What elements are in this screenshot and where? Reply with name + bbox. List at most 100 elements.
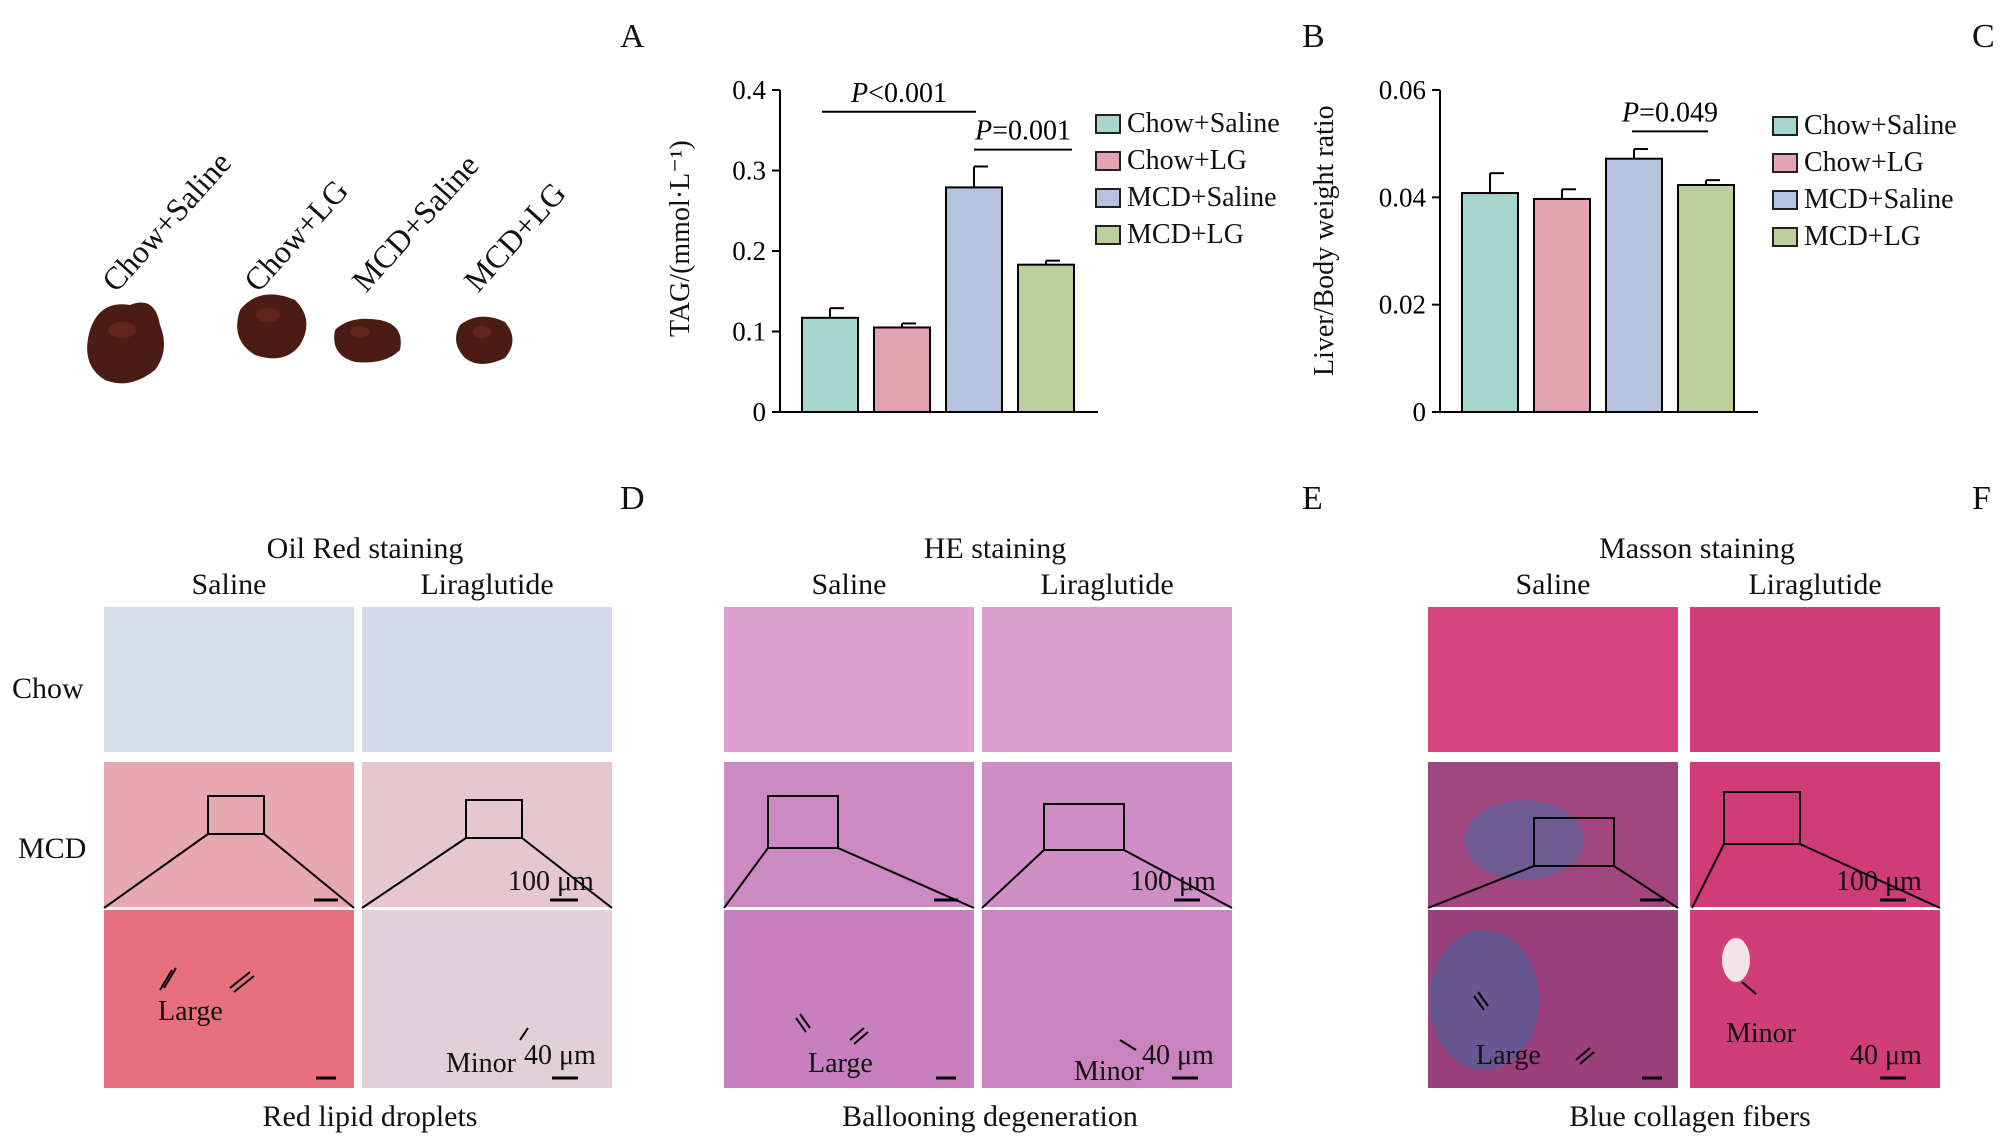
legend-swatch bbox=[1095, 188, 1121, 208]
liver-mcd-lg bbox=[456, 316, 513, 364]
scale-label-40: 40 μm bbox=[1142, 1040, 1214, 1071]
y-tick-label: 0.4 bbox=[732, 80, 766, 105]
he-chow-liraglutide bbox=[982, 607, 1232, 752]
arrow-icon bbox=[849, 1027, 869, 1045]
he-overlays bbox=[723, 795, 1233, 1080]
bar-Chow+Saline bbox=[801, 316, 859, 413]
oilred-zoom-liraglutide bbox=[362, 910, 612, 1088]
histo-d-col-saline: Saline bbox=[191, 568, 267, 601]
liver-chow-lg bbox=[237, 294, 307, 359]
masson-chow-saline bbox=[1428, 607, 1678, 752]
legend-swatch bbox=[1095, 225, 1121, 245]
bar-MCD+Saline bbox=[1605, 157, 1663, 414]
scale-label-40: 40 μm bbox=[524, 1040, 596, 1071]
arrow-icon bbox=[159, 967, 177, 991]
he-mcd-liraglutide bbox=[982, 762, 1232, 907]
histo-f-title: Masson staining bbox=[1599, 532, 1795, 565]
zoom-line bbox=[521, 837, 613, 909]
arrow-icon bbox=[229, 971, 255, 993]
zoom-line bbox=[981, 849, 1045, 909]
p-value-label: P=0.001 bbox=[974, 116, 1071, 147]
liver-photos bbox=[87, 294, 513, 384]
panel-label-f: F bbox=[1972, 480, 1991, 517]
histo-e-col-liraglutide: Liraglutide bbox=[1040, 568, 1174, 601]
bar-Chow+LG bbox=[1533, 197, 1591, 414]
masson-chow-liraglutide bbox=[1690, 607, 1940, 752]
legend-c-item-0: Chow+Saline bbox=[1772, 110, 1957, 142]
arrow-icon bbox=[1741, 981, 1757, 995]
histo-e-caption: Ballooning degeneration bbox=[842, 1100, 1138, 1133]
label-minor: Minor bbox=[1726, 1018, 1796, 1049]
legend-swatch bbox=[1095, 114, 1121, 134]
he-mcd-saline bbox=[724, 762, 974, 907]
oilred-chow-saline bbox=[104, 607, 354, 752]
liver-mcd-saline bbox=[334, 318, 401, 363]
panel-label-e: E bbox=[1302, 480, 1323, 517]
bar-Chow+LG bbox=[873, 326, 931, 414]
zoom-line bbox=[1691, 843, 1725, 909]
legend-swatch bbox=[1772, 190, 1798, 210]
he-zoom-saline bbox=[724, 910, 974, 1088]
zoom-line bbox=[1613, 865, 1679, 909]
label-large: Large bbox=[808, 1048, 873, 1079]
chart-c-ylabel: Liver/Body weight ratio bbox=[1309, 105, 1340, 376]
zoom-box bbox=[1043, 803, 1125, 851]
histo-d-title: Oil Red staining bbox=[266, 532, 464, 565]
label-minor: Minor bbox=[446, 1048, 516, 1079]
bar-MCD+LG bbox=[1017, 263, 1075, 413]
zoom-box bbox=[1723, 791, 1801, 845]
scale-label-40: 40 μm bbox=[1850, 1040, 1922, 1071]
scale-label-100: 100 μm bbox=[1836, 866, 1922, 897]
arrow-icon bbox=[795, 1013, 811, 1033]
legend-b-item-3: MCD+LG bbox=[1095, 219, 1244, 251]
zoom-line bbox=[1123, 849, 1233, 909]
masson-overlays bbox=[1427, 791, 1941, 1080]
p-value-label: P<0.001 bbox=[850, 80, 947, 109]
masson-mcd-liraglutide bbox=[1690, 762, 1940, 907]
y-tick-label: 0 bbox=[1413, 397, 1427, 427]
arrow-icon bbox=[1119, 1039, 1137, 1051]
label-minor: Minor bbox=[1074, 1056, 1144, 1087]
collagen-region bbox=[1464, 800, 1584, 880]
histo-d-row-mcd: MCD bbox=[18, 832, 87, 865]
oilred-overlays bbox=[103, 795, 613, 1080]
he-chow-saline bbox=[724, 607, 974, 752]
label-large: Large bbox=[158, 996, 223, 1027]
histo-d-caption: Red lipid droplets bbox=[262, 1100, 478, 1133]
y-tick-label: 0.1 bbox=[732, 317, 766, 347]
zoom-line bbox=[263, 833, 355, 909]
histo-d-col-liraglutide: Liraglutide bbox=[420, 568, 554, 601]
p-value-label: P=0.049 bbox=[1621, 97, 1718, 128]
y-tick-label: 0.2 bbox=[732, 236, 766, 266]
histo-e-title: HE staining bbox=[923, 532, 1067, 565]
histo-f-col-liraglutide: Liraglutide bbox=[1748, 568, 1882, 601]
bar-Chow+Saline bbox=[1461, 192, 1519, 414]
arrow-icon bbox=[519, 1027, 529, 1041]
panel-label-c: C bbox=[1972, 18, 1995, 55]
histo-f-caption: Blue collagen fibers bbox=[1569, 1100, 1811, 1133]
oilred-zoom-saline bbox=[104, 910, 354, 1088]
legend-swatch bbox=[1095, 151, 1121, 171]
histo-d-row-chow: Chow bbox=[12, 672, 84, 705]
zoom-line bbox=[1799, 843, 1941, 909]
liver-chow-saline bbox=[87, 302, 164, 384]
histo-f-col-saline: Saline bbox=[1515, 568, 1591, 601]
legend-c-item-2: MCD+Saline bbox=[1772, 184, 1954, 216]
label-large: Large bbox=[1476, 1040, 1541, 1071]
legend-c-item-3: MCD+LG bbox=[1772, 221, 1921, 253]
scale-label-100: 100 μm bbox=[508, 866, 594, 897]
zoom-box bbox=[767, 795, 839, 849]
chart-b-ylabel: TAG/(mmol·L⁻¹) bbox=[665, 140, 696, 337]
vessel bbox=[1722, 938, 1750, 982]
legend-swatch bbox=[1772, 116, 1798, 136]
legend-b-item-2: MCD+Saline bbox=[1095, 182, 1277, 214]
legend-swatch bbox=[1772, 227, 1798, 247]
scale-label-100: 100 μm bbox=[1130, 866, 1216, 897]
oilred-chow-liraglutide bbox=[362, 607, 612, 752]
zoom-line bbox=[723, 847, 769, 909]
chart-c: 0 0.02 0.04 0.06 P=0.049 bbox=[1379, 80, 1758, 427]
bar-MCD+LG bbox=[1677, 183, 1735, 413]
zoom-line bbox=[837, 847, 975, 909]
legend-c-item-1: Chow+LG bbox=[1772, 147, 1924, 179]
panel-label-a: A bbox=[620, 18, 645, 55]
